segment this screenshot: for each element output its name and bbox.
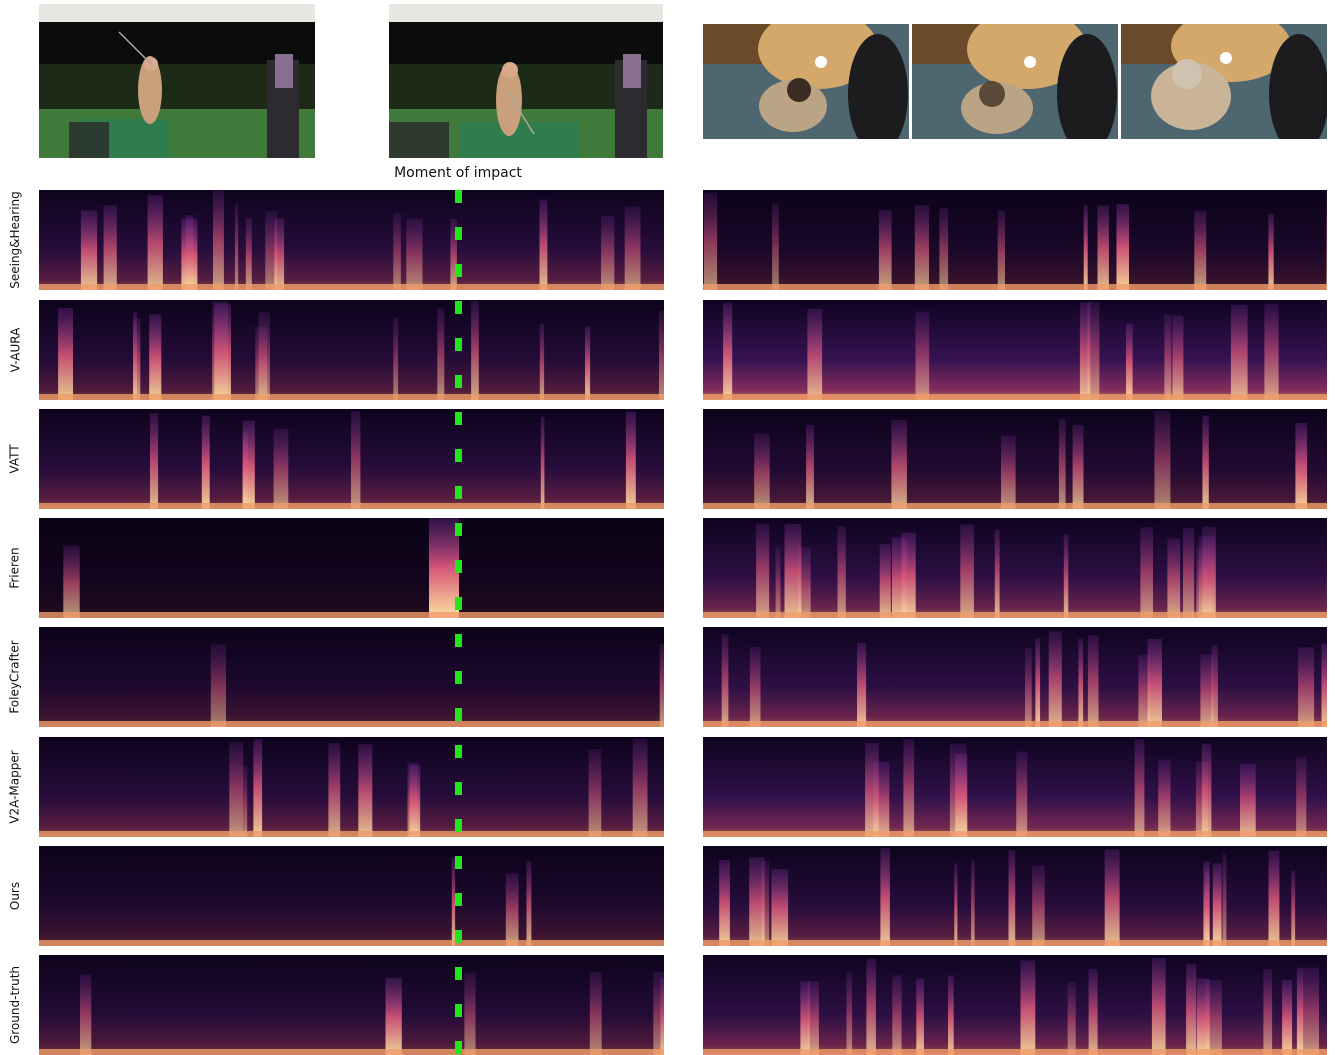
- spectrogram-dog: [703, 737, 1327, 837]
- spectrogram-dog: [703, 627, 1327, 727]
- dog-frame-1: [703, 24, 909, 139]
- spectrogram-dog: [703, 300, 1327, 400]
- row-label: Ours: [8, 881, 22, 911]
- golf-frame-2: [389, 4, 663, 158]
- spectrogram-dog: [703, 955, 1327, 1055]
- row-label: FoleyCrafter: [8, 640, 22, 714]
- spectrogram-dog: [703, 846, 1327, 946]
- spectrogram-golf: [39, 190, 664, 290]
- spectrogram-golf: [39, 518, 664, 618]
- impact-caption: Moment of impact: [394, 165, 522, 181]
- row-label: VATT: [7, 444, 22, 474]
- row-label: V-AURA: [8, 327, 22, 373]
- row-label: Seeing&Hearing: [8, 191, 23, 289]
- spectrogram-golf: [39, 409, 664, 509]
- impact-marker: [455, 190, 462, 1055]
- spectrogram-golf: [39, 955, 664, 1055]
- row-label: Ground-truth: [8, 965, 22, 1045]
- spectrogram-golf: [39, 627, 664, 727]
- dog-frame-2: [912, 24, 1118, 139]
- golf-frame-1: [39, 4, 315, 158]
- row-label: V2A-Mapper: [8, 750, 23, 824]
- spectrogram-golf: [39, 737, 664, 837]
- spectrogram-golf: [39, 846, 664, 946]
- spectrogram-golf: [39, 300, 664, 400]
- spectrogram-dog: [703, 190, 1327, 290]
- spectrogram-dog: [703, 518, 1327, 618]
- row-label: Frieren: [8, 547, 22, 589]
- dog-frame-3: [1121, 24, 1327, 139]
- spectrogram-dog: [703, 409, 1327, 509]
